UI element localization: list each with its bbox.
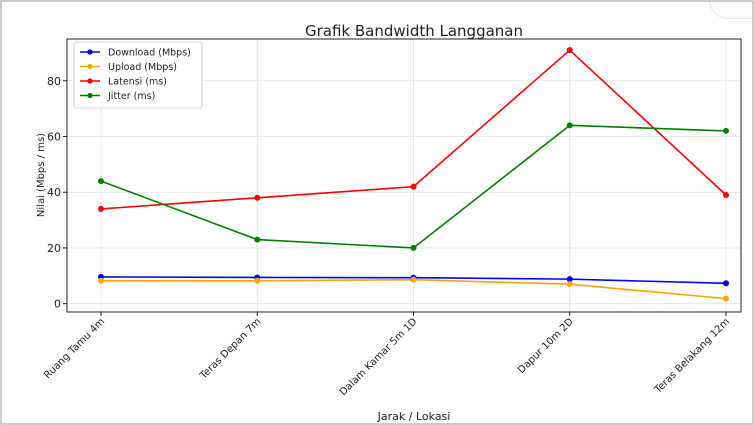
- data-point-upload: [410, 276, 417, 283]
- legend: Download (Mbps) Upload (Mbps) Latensi (ms)…: [73, 41, 203, 109]
- y-tick-label: 0: [54, 298, 61, 311]
- data-point-upload: [254, 277, 261, 284]
- data-point-upload: [723, 295, 729, 302]
- legend-label-jitter: Jitter (ms): [107, 91, 155, 102]
- data-point-jitter: [254, 236, 261, 243]
- x-tick-label: Dalam Kamar 5m 1D: [338, 316, 420, 398]
- legend-box: [73, 41, 203, 109]
- series-lines: [98, 47, 729, 302]
- plot-area: [66, 38, 742, 313]
- y-tick-label: 20: [47, 242, 61, 255]
- data-point-jitter: [723, 127, 729, 134]
- y-axis-ticks: 0 20 40 60 80: [47, 75, 67, 311]
- x-tick-label: Teras Belakang 12m: [652, 316, 732, 396]
- y-tick-label: 60: [47, 131, 61, 144]
- data-point-jitter: [410, 244, 417, 251]
- data-point-upload: [566, 281, 573, 288]
- data-point-download: [566, 276, 573, 283]
- y-axis-label: Nilai (Mbps / ms): [36, 133, 47, 217]
- legend-marker-jitter: [87, 92, 93, 99]
- legend-marker-download: [87, 49, 93, 55]
- legend-label-latensi: Latensi (ms): [108, 77, 167, 88]
- y-tick-label: 40: [47, 186, 61, 199]
- legend-marker-latensi: [87, 78, 93, 84]
- legend-label-upload: Upload (Mbps): [108, 62, 177, 73]
- data-point-jitter: [98, 178, 104, 185]
- data-point-upload: [98, 277, 104, 284]
- legend-label-download: Download (Mbps): [108, 48, 191, 59]
- y-tick-label: 80: [47, 75, 61, 88]
- x-tick-label: Teras Depan 7m: [198, 316, 264, 382]
- legend-marker-upload: [87, 63, 93, 70]
- data-point-latensi: [723, 192, 729, 198]
- x-tick-label: Dapur 10m 2D: [516, 316, 576, 376]
- x-axis-label: Jarak / Lokasi: [377, 410, 451, 423]
- data-point-latensi: [566, 47, 573, 54]
- x-tick-label: Ruang Tamu 4m: [42, 316, 107, 381]
- chart-title: Grafik Bandwidth Langganan: [305, 22, 523, 40]
- data-point-download: [723, 280, 729, 287]
- x-axis-ticks: Ruang Tamu 4m Teras Depan 7m Dalam Kamar 5…: [42, 312, 732, 398]
- data-point-latensi: [410, 183, 417, 190]
- data-point-latensi: [98, 205, 104, 212]
- data-point-latensi: [254, 194, 261, 201]
- data-point-jitter: [566, 122, 573, 129]
